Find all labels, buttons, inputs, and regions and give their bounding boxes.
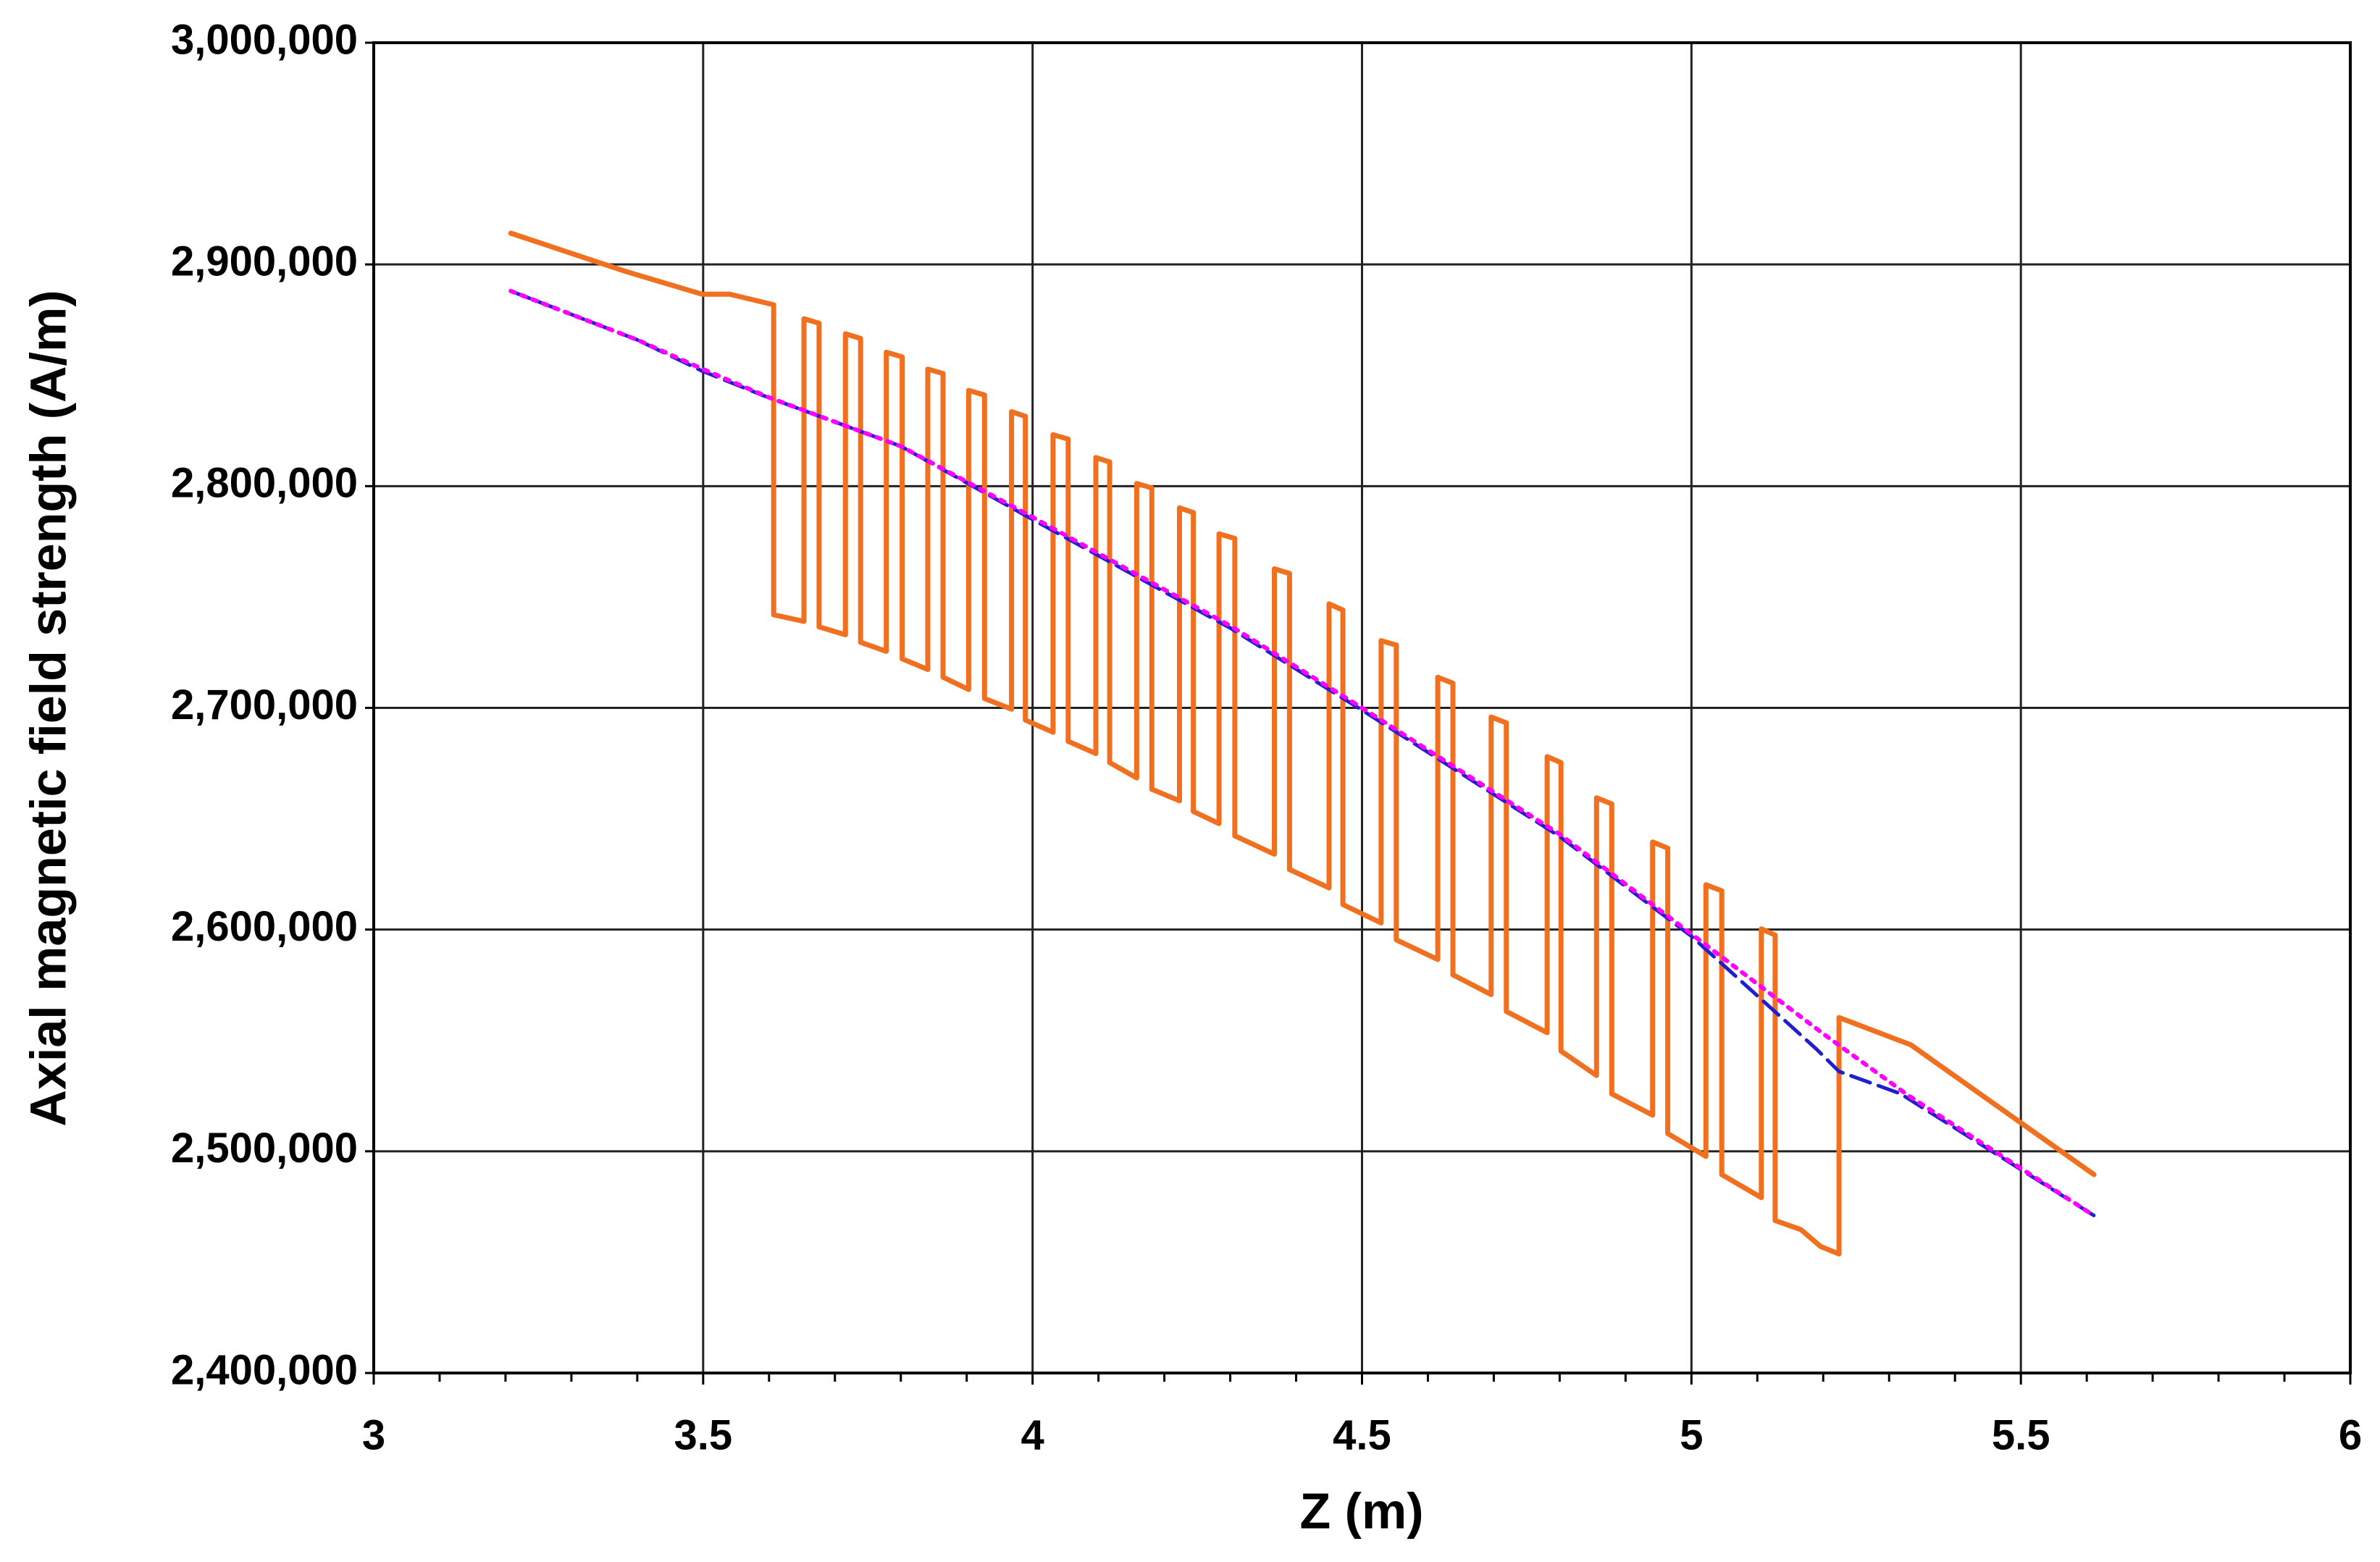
plot-frame <box>372 41 2352 1374</box>
y-axis-title: Axial magnetic field strength (A/m) <box>20 290 76 1126</box>
x-tick-label: 5.5 <box>1992 1411 2050 1458</box>
y-tick-label: 2,700,000 <box>171 681 358 728</box>
y-tick-label: 2,500,000 <box>171 1125 358 1172</box>
y-tick-label: 2,400,000 <box>171 1346 358 1393</box>
y-tick-label: 3,000,000 <box>171 16 358 63</box>
x-tick-label: 6 <box>2339 1411 2362 1458</box>
series-line <box>508 230 2097 1257</box>
y-tick-label: 2,900,000 <box>171 238 358 285</box>
series-line <box>508 289 2096 1218</box>
x-tick-label: 4 <box>1021 1411 1044 1458</box>
y-tick-label: 2,800,000 <box>171 460 358 507</box>
x-tick-label: 3 <box>362 1411 385 1458</box>
x-tick-label: 5 <box>1680 1411 1703 1458</box>
x-tick-label: 3.5 <box>674 1411 733 1458</box>
y-tick-label: 2,600,000 <box>171 903 358 950</box>
x-tick-label: 4.5 <box>1333 1411 1391 1458</box>
x-axis-title: Z (m) <box>1299 1482 1423 1539</box>
